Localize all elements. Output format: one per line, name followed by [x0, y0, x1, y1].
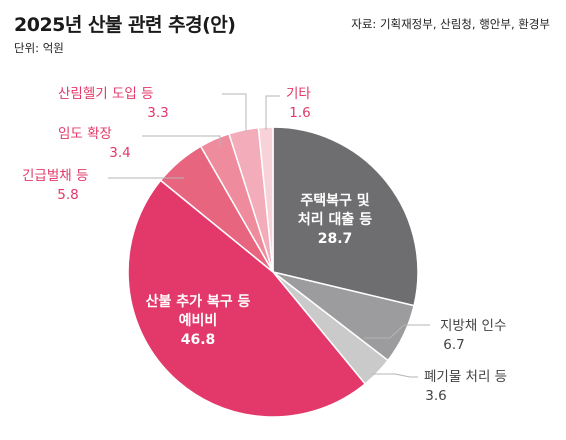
- slice-value-3: 3.6: [425, 388, 446, 404]
- pie-slice-4: [127, 179, 367, 418]
- slice-label-8: 기타: [286, 86, 311, 102]
- slice-label-4: 산불 추가 복구 등: [146, 293, 251, 310]
- leader-line-2: [364, 324, 430, 339]
- slice-value-5: 5.8: [57, 187, 78, 203]
- leader-line-8: [265, 95, 280, 130]
- slice-value-4: 46.8: [181, 332, 216, 348]
- slice-label-3: 폐기물 처리 등: [424, 369, 507, 385]
- chart-title: 2025년 산불 관련 추경(안): [14, 14, 236, 36]
- slice-label-5: 긴급벌채 등: [22, 168, 88, 184]
- slice-value-7: 3.3: [147, 105, 168, 121]
- slice-value-6: 3.4: [109, 145, 130, 161]
- slice-label-4: 예비비: [179, 313, 218, 329]
- unit-label: 단위: 억원: [14, 41, 64, 55]
- leader-line-7: [222, 93, 247, 132]
- slice-value-8: 1.6: [289, 105, 310, 121]
- slice-label-1: 주택복구 및: [300, 192, 369, 209]
- pie-slice-1: [272, 126, 419, 307]
- source-label: 자료: 기획재정부, 산림청, 행안부, 환경부: [351, 17, 550, 31]
- slice-value-2: 6.7: [443, 337, 464, 353]
- slice-label-6: 임도 확장: [58, 126, 112, 142]
- slice-value-1: 28.7: [318, 231, 353, 247]
- leader-line-3: [372, 373, 418, 378]
- slice-label-1: 처리 대출 등: [298, 211, 372, 228]
- slice-label-7: 산림헬기 도입 등: [58, 86, 154, 102]
- leader-line-6: [142, 135, 221, 147]
- slice-label-2: 지방채 인수: [440, 318, 506, 334]
